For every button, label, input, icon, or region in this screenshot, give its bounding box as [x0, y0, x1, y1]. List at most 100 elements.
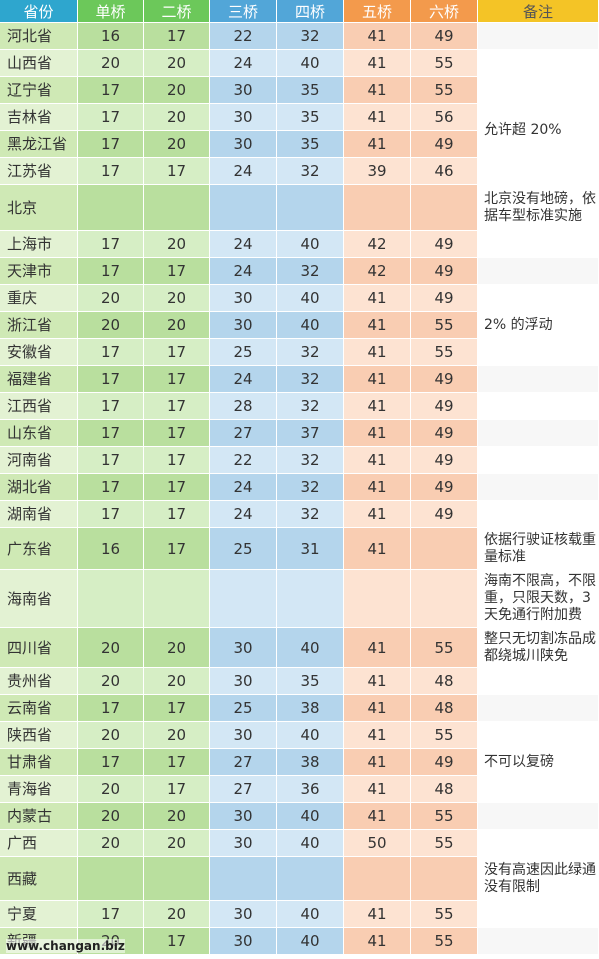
axle-4-limit-cell: 40	[277, 803, 344, 830]
header-axle-5: 五桥	[344, 0, 411, 23]
axle-4-limit-cell: 40	[277, 312, 344, 339]
note-cell-empty	[478, 830, 599, 857]
province-cell: 云南省	[0, 695, 78, 722]
axle-2-limit-cell: 20	[144, 628, 210, 668]
axle-1-limit-cell: 17	[78, 393, 144, 420]
province-cell: 福建省	[0, 366, 78, 393]
province-cell: 湖南省	[0, 501, 78, 528]
axle-4-limit-cell: 40	[277, 901, 344, 928]
axle-6-limit-cell: 55	[411, 312, 478, 339]
axle-2-limit-cell: 20	[144, 231, 210, 258]
province-cell: 浙江省	[0, 312, 78, 339]
axle-2-limit-cell: 20	[144, 901, 210, 928]
axle-1-limit-cell: 17	[78, 231, 144, 258]
axle-5-limit-cell: 41	[344, 803, 411, 830]
axle-1-limit-cell: 17	[78, 695, 144, 722]
axle-3-limit-cell: 30	[210, 131, 277, 158]
axle-5-limit-cell: 41	[344, 722, 411, 749]
axle-6-limit-cell: 49	[411, 474, 478, 501]
axle-5-limit-cell: 41	[344, 501, 411, 528]
axle-1-limit-cell: 17	[78, 366, 144, 393]
axle-3-limit-cell: 25	[210, 528, 277, 570]
table-row: 辽宁省 17 20 30 35 41 55 允许超 20%	[0, 77, 599, 185]
axle-4-limit-cell: 37	[277, 420, 344, 447]
axle-4-limit-cell: 40	[277, 285, 344, 312]
axle-5-limit-cell: 41	[344, 928, 411, 955]
axle-5-limit-cell: 41	[344, 474, 411, 501]
note-cell-empty	[478, 231, 599, 258]
axle-1-limit-cell: 16	[78, 528, 144, 570]
axle-5-limit-cell: 41	[344, 285, 411, 312]
note-cell-empty	[478, 668, 599, 695]
axle-6-limit-cell: 49	[411, 447, 478, 474]
axle-3-limit-cell: 24	[210, 501, 277, 528]
table-row: 黑龙江省 17 20 30 35 41 49	[0, 131, 599, 158]
province-cell: 西藏	[0, 857, 78, 901]
axle-2-limit-cell: 17	[144, 258, 210, 285]
axle-1-limit-cell: 17	[78, 474, 144, 501]
table-row: 广西 20 20 30 40 50 55	[0, 830, 599, 857]
axle-4-limit-cell: 35	[277, 104, 344, 131]
axle-1-limit-cell: 17	[78, 749, 144, 776]
table-row: 山西省 20 20 24 40 41 55	[0, 50, 599, 77]
note-cell-empty	[478, 776, 599, 803]
axle-3-limit-cell: 27	[210, 776, 277, 803]
note-cell-empty	[478, 393, 599, 420]
axle-5-limit-cell: 41	[344, 77, 411, 104]
axle-2-limit-cell: 20	[144, 312, 210, 339]
province-cell: 宁夏	[0, 901, 78, 928]
province-cell: 甘肃省	[0, 749, 78, 776]
axle-1-limit-cell	[78, 185, 144, 231]
axle-5-limit-cell: 41	[344, 447, 411, 474]
axle-6-limit-cell: 49	[411, 285, 478, 312]
province-cell: 陕西省	[0, 722, 78, 749]
axle-2-limit-cell	[144, 857, 210, 901]
axle-5-limit-cell	[344, 857, 411, 901]
axle-6-limit-cell	[411, 570, 478, 628]
axle-6-limit-cell: 55	[411, 339, 478, 366]
axle-1-limit-cell: 20	[78, 50, 144, 77]
table-row: 四川省 20 20 30 40 41 55 整只无切割冻品成都绕城川陕免	[0, 628, 599, 668]
axle-2-limit-cell: 20	[144, 77, 210, 104]
province-cell: 山西省	[0, 50, 78, 77]
note-cell-empty	[478, 695, 599, 722]
axle-5-limit-cell: 41	[344, 668, 411, 695]
axle-3-limit-cell: 30	[210, 722, 277, 749]
axle-4-limit-cell: 31	[277, 528, 344, 570]
axle-6-limit-cell	[411, 857, 478, 901]
axle-1-limit-cell: 20	[78, 776, 144, 803]
axle-4-limit-cell: 40	[277, 928, 344, 955]
axle-3-limit-cell: 30	[210, 830, 277, 857]
note-cell: 2% 的浮动	[478, 285, 599, 366]
province-cell: 江苏省	[0, 158, 78, 185]
header-axle-4: 四桥	[277, 0, 344, 23]
axle-6-limit-cell: 55	[411, 722, 478, 749]
axle-2-limit-cell: 17	[144, 366, 210, 393]
axle-4-limit-cell: 35	[277, 131, 344, 158]
province-cell: 海南省	[0, 570, 78, 628]
note-cell-empty	[478, 447, 599, 474]
note-cell-empty	[478, 501, 599, 528]
axle-3-limit-cell: 30	[210, 928, 277, 955]
note-cell: 允许超 20%	[478, 77, 599, 185]
axle-5-limit-cell: 41	[344, 628, 411, 668]
axle-6-limit-cell: 55	[411, 901, 478, 928]
axle-1-limit-cell: 20	[78, 722, 144, 749]
axle-6-limit-cell	[411, 185, 478, 231]
axle-5-limit-cell: 39	[344, 158, 411, 185]
axle-4-limit-cell	[277, 857, 344, 901]
axle-3-limit-cell: 27	[210, 749, 277, 776]
axle-3-limit-cell: 24	[210, 231, 277, 258]
province-cell: 吉林省	[0, 104, 78, 131]
axle-3-limit-cell	[210, 185, 277, 231]
axle-6-limit-cell: 55	[411, 928, 478, 955]
note-cell-empty	[478, 23, 599, 50]
axle-6-limit-cell: 49	[411, 501, 478, 528]
axle-2-limit-cell: 17	[144, 23, 210, 50]
province-cell: 青海省	[0, 776, 78, 803]
axle-1-limit-cell: 17	[78, 258, 144, 285]
axle-5-limit-cell: 41	[344, 366, 411, 393]
note-cell-empty	[478, 474, 599, 501]
axle-2-limit-cell: 17	[144, 501, 210, 528]
